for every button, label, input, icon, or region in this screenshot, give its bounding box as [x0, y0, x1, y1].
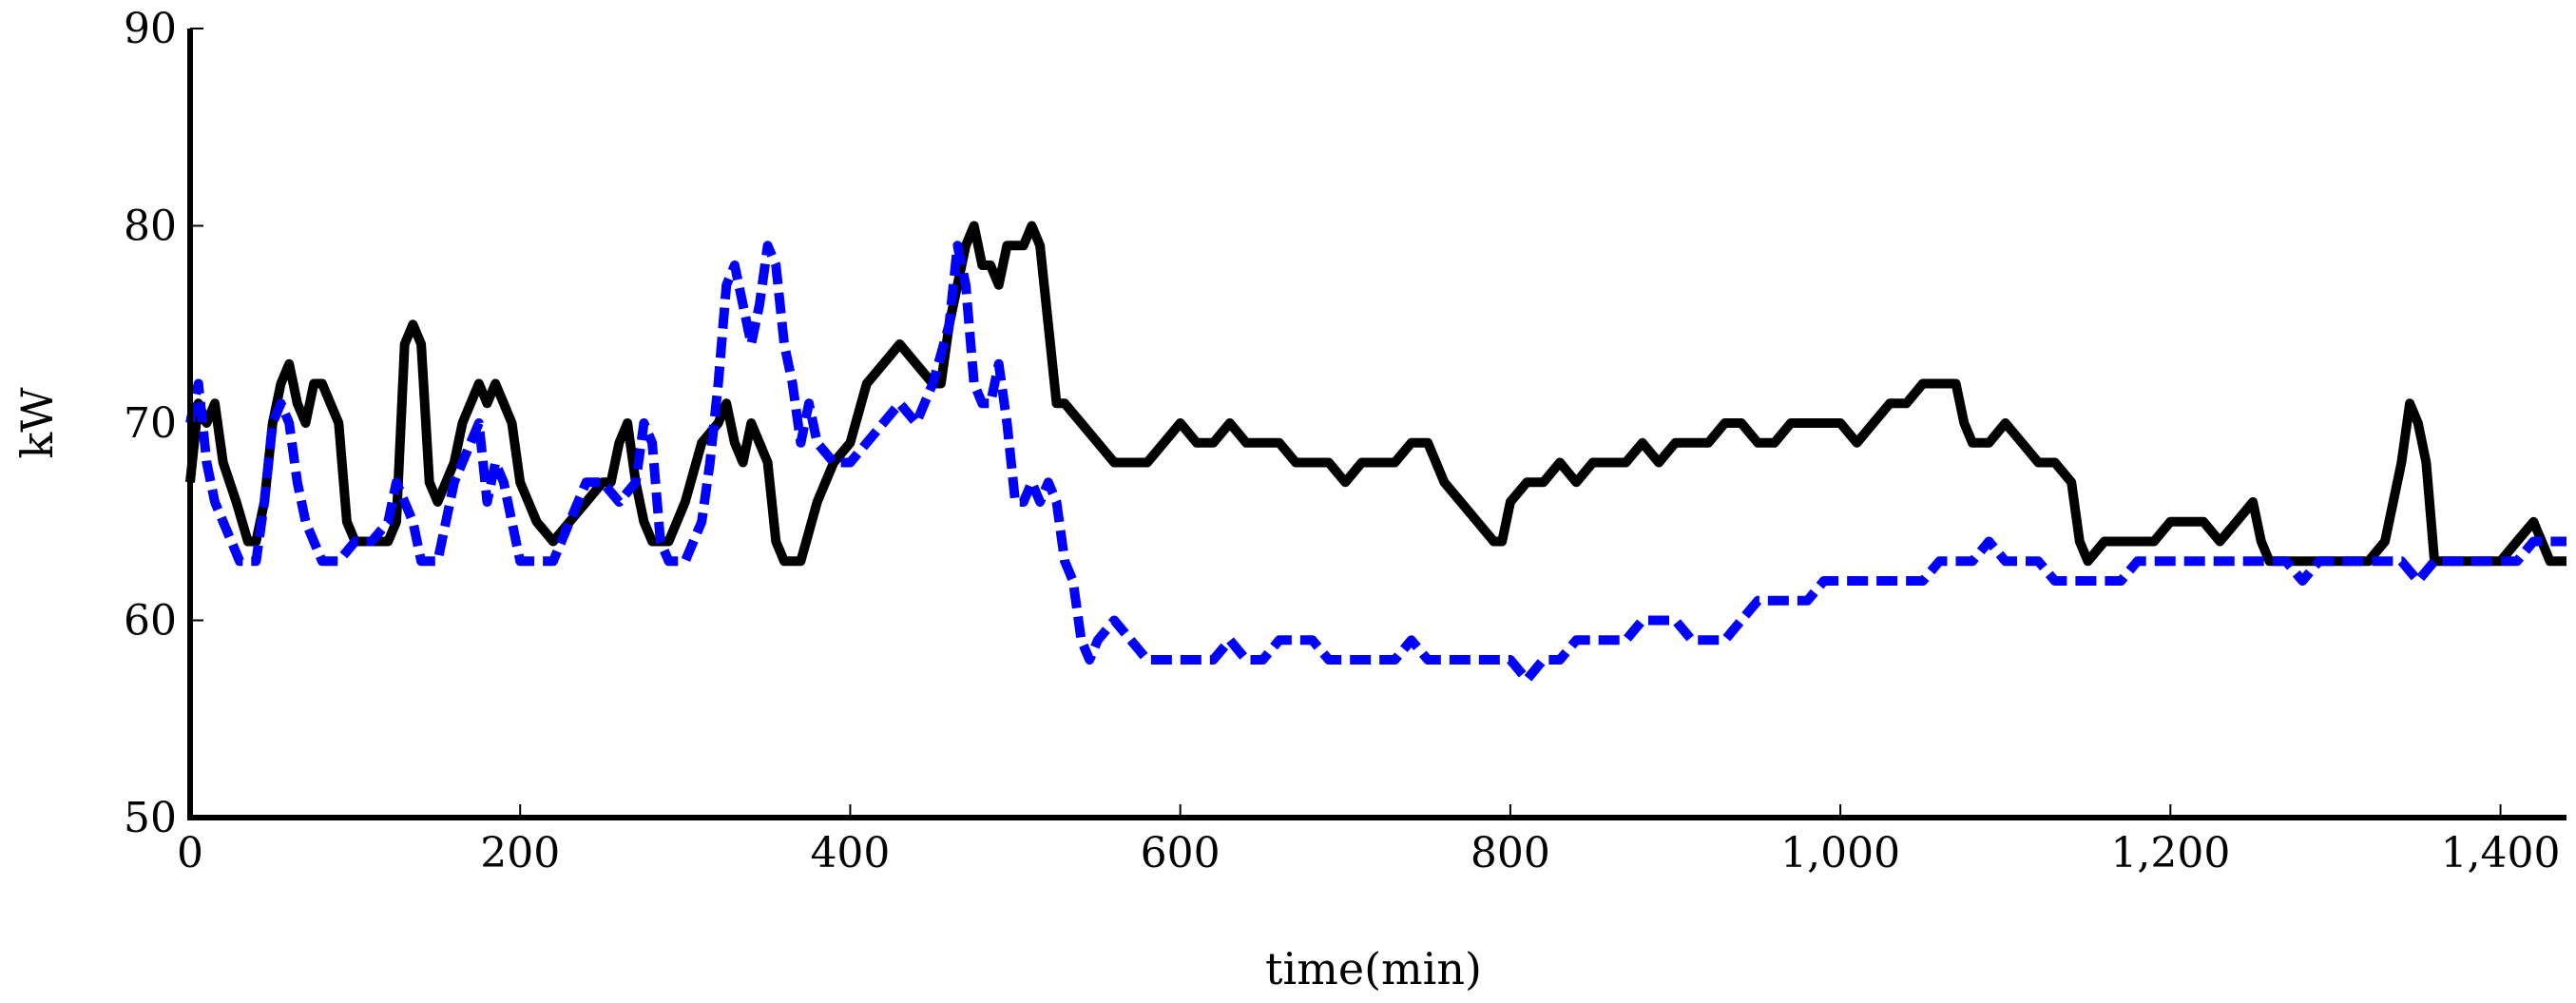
series-line-black	[185, 221, 2566, 567]
x-tick-label: 200	[480, 829, 560, 878]
x-tick-label: 400	[810, 829, 890, 878]
x-tick-label: 800	[1471, 829, 1550, 878]
y-ticks: 50 60 70 80 90	[124, 5, 203, 842]
series-line-blue	[185, 241, 2566, 685]
y-tick-label: 50	[124, 794, 177, 842]
y-axis-title: kW	[11, 387, 63, 459]
x-tick-label: 1,200	[2110, 829, 2230, 878]
y-tick-label: 80	[124, 203, 177, 251]
x-tick-label: 1,400	[2441, 829, 2561, 878]
x-ticks: 0 200 400 600 800 1,000 1,200 1,400	[177, 804, 2561, 878]
x-tick-label: 1,000	[1780, 829, 1900, 878]
y-tick-label: 70	[124, 399, 177, 448]
y-tick-label: 60	[124, 597, 177, 646]
x-axis-title: time(min)	[1265, 943, 1482, 994]
plot-area	[185, 221, 2566, 685]
x-tick-label: 600	[1141, 829, 1221, 878]
y-tick-label: 90	[124, 5, 177, 53]
axes	[187, 29, 2566, 820]
x-tick-label: 0	[177, 829, 203, 878]
